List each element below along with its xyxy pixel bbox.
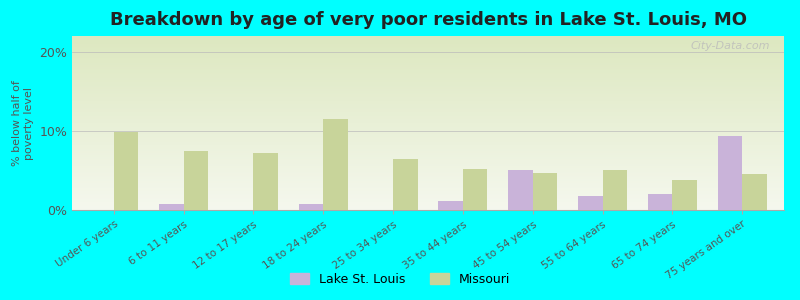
Bar bbox=[578, 196, 602, 210]
Bar bbox=[718, 136, 742, 210]
Bar bbox=[159, 205, 184, 210]
Bar bbox=[508, 170, 533, 210]
Bar bbox=[393, 159, 418, 210]
Bar bbox=[299, 205, 323, 210]
Bar bbox=[323, 119, 348, 210]
Bar bbox=[438, 200, 463, 210]
Bar bbox=[602, 170, 627, 210]
Title: Breakdown by age of very poor residents in Lake St. Louis, MO: Breakdown by age of very poor residents … bbox=[110, 11, 746, 29]
Bar bbox=[254, 153, 278, 210]
Bar bbox=[672, 180, 697, 210]
Legend: Lake St. Louis, Missouri: Lake St. Louis, Missouri bbox=[285, 268, 515, 291]
Text: City-Data.com: City-Data.com bbox=[690, 41, 770, 51]
Bar bbox=[463, 169, 487, 210]
Y-axis label: % below half of
poverty level: % below half of poverty level bbox=[12, 80, 34, 166]
Bar bbox=[533, 173, 557, 210]
Bar bbox=[184, 151, 208, 210]
Bar bbox=[114, 133, 138, 210]
Bar bbox=[742, 174, 766, 210]
Bar bbox=[648, 194, 672, 210]
